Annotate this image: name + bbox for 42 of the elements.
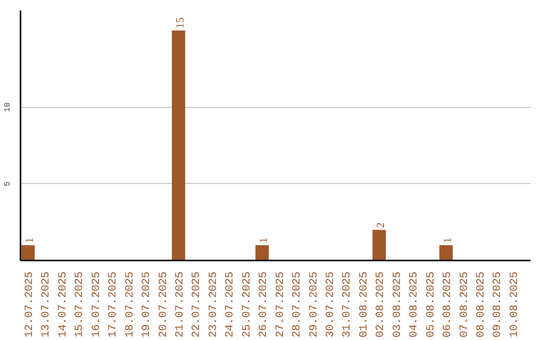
data-label: 1 xyxy=(24,238,36,244)
x-tick-label: 26.07.2025 xyxy=(258,271,270,338)
x-tick-label: 22.07.2025 xyxy=(191,271,204,338)
x-tick-label: 14.07.2025 xyxy=(57,271,70,338)
x-tick-label: 05.08.2025 xyxy=(425,271,438,338)
x-tick-label: 07.08.2025 xyxy=(458,271,471,338)
x-tick-label: 21.07.2025 xyxy=(174,271,187,338)
x-tick-label: 31.07.2025 xyxy=(342,271,354,338)
x-tick-label: 13.07.2025 xyxy=(40,271,53,338)
x-tick-label: 15.07.2025 xyxy=(74,271,86,338)
x-tick-label: 04.08.2025 xyxy=(408,271,421,338)
bar xyxy=(255,245,269,260)
bar xyxy=(372,230,386,260)
x-tick-label: 25.07.2025 xyxy=(241,271,254,338)
data-label: 1 xyxy=(258,238,270,244)
x-tick-label: 12.07.2025 xyxy=(24,271,36,338)
bar xyxy=(439,245,453,260)
x-tick-label: 19.07.2025 xyxy=(141,271,154,338)
bar xyxy=(172,30,186,260)
x-tick-label: 16.07.2025 xyxy=(90,271,103,338)
x-tick-label: 27.07.2025 xyxy=(274,271,287,338)
x-tick-label: 08.08.2025 xyxy=(476,271,488,338)
x-tick-label: 10.08.2025 xyxy=(508,271,521,338)
x-tick-label: 18.07.2025 xyxy=(124,271,136,338)
x-tick-label: 06.08.2025 xyxy=(442,271,454,338)
data-label: 1 xyxy=(442,238,454,244)
x-tick-label: 30.07.2025 xyxy=(325,271,338,338)
x-tick-label: 29.07.2025 xyxy=(308,271,320,338)
x-tick-label: 20.07.2025 xyxy=(158,271,170,338)
y-tick-label: 10 xyxy=(4,102,12,112)
x-tick-label: 24.07.2025 xyxy=(224,271,237,338)
data-label: 15 xyxy=(174,16,187,28)
bar xyxy=(21,245,35,260)
x-tick-label: 09.08.2025 xyxy=(492,271,504,338)
x-tick-label: 23.07.2025 xyxy=(208,271,220,338)
x-tick-label: 01.08.2025 xyxy=(358,271,370,338)
x-tick-label: 17.07.2025 xyxy=(108,271,120,338)
x-tick-label: 28.07.2025 xyxy=(292,271,304,338)
y-tick-label: 5 xyxy=(4,181,12,186)
x-tick-label: 03.08.2025 xyxy=(392,271,404,338)
x-tick-label: 02.08.2025 xyxy=(375,271,388,338)
data-label: 2 xyxy=(375,222,388,228)
